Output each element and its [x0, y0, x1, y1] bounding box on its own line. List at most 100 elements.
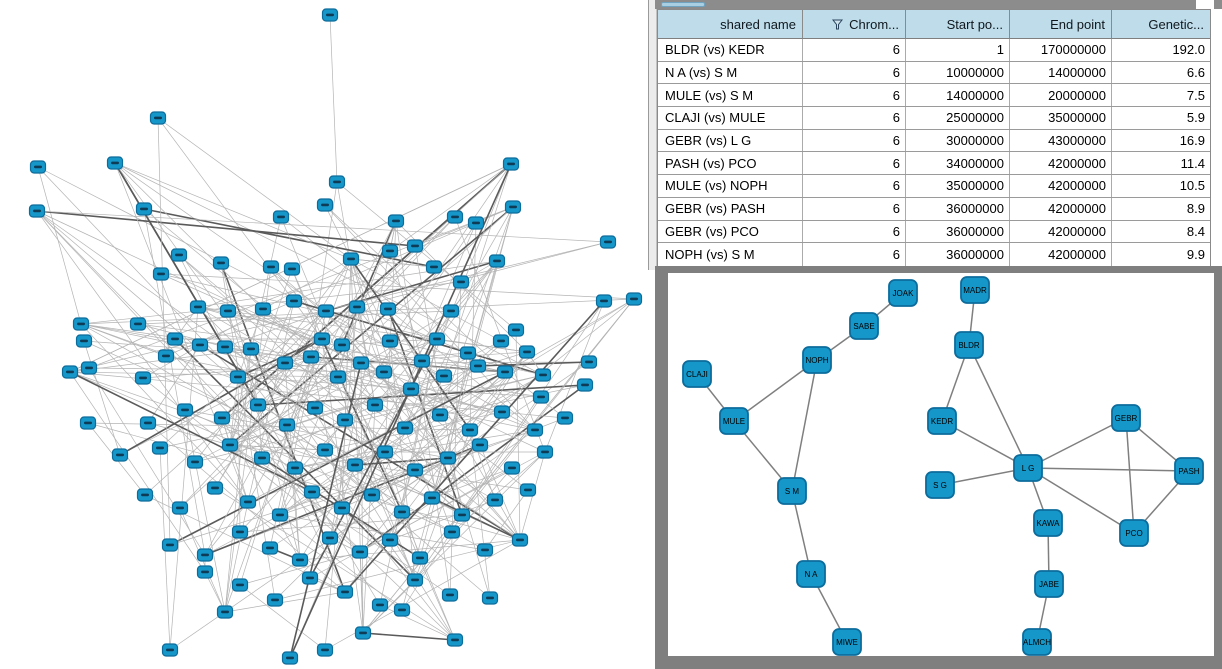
cell-value[interactable]: 36000000 — [906, 197, 1010, 220]
overview-node[interactable] — [79, 416, 97, 430]
overview-node[interactable] — [580, 355, 598, 369]
column-header-0[interactable]: shared name — [658, 10, 803, 39]
cell-shared-name[interactable]: GEBR (vs) PCO — [658, 220, 803, 243]
cell-value[interactable]: 6 — [803, 243, 906, 266]
overview-node[interactable] — [151, 441, 169, 455]
overview-node[interactable] — [486, 493, 504, 507]
overview-node[interactable] — [336, 413, 354, 427]
overview-node[interactable] — [317, 304, 335, 318]
cell-value[interactable]: 43000000 — [1010, 129, 1112, 152]
overview-node[interactable] — [266, 593, 284, 607]
overview-node[interactable] — [518, 345, 536, 359]
detail-node-SG[interactable]: S G — [925, 471, 955, 499]
overview-node[interactable] — [351, 545, 369, 559]
cell-value[interactable]: 35000000 — [906, 175, 1010, 197]
cell-shared-name[interactable]: NOPH (vs) S M — [658, 243, 803, 266]
overview-node[interactable] — [452, 275, 470, 289]
overview-node[interactable] — [402, 382, 420, 396]
table-row[interactable]: MULE (vs) S M 6 14000000 20000000 7.5 — [658, 84, 1210, 108]
overview-node[interactable] — [301, 571, 319, 585]
overview-node[interactable] — [492, 334, 510, 348]
overview-node[interactable] — [376, 445, 394, 459]
overview-node[interactable] — [519, 483, 537, 497]
overview-node[interactable] — [129, 317, 147, 331]
overview-node[interactable] — [363, 488, 381, 502]
overview-node[interactable] — [476, 543, 494, 557]
table-row[interactable]: CLAJI (vs) MULE 6 25000000 35000000 5.9 — [658, 107, 1210, 130]
cell-value[interactable]: 5.9 — [1186, 110, 1205, 126]
detail-node-SABE[interactable]: SABE — [849, 312, 879, 340]
overview-node[interactable] — [321, 531, 339, 545]
overview-node[interactable] — [625, 292, 643, 306]
overview-node[interactable] — [29, 160, 47, 174]
overview-node[interactable] — [242, 342, 260, 356]
overview-node[interactable] — [139, 416, 157, 430]
detail-node-LG[interactable]: L G — [1013, 454, 1043, 482]
overview-node[interactable] — [231, 525, 249, 539]
table-row[interactable]: PASH (vs) PCO 6 34000000 42000000 11.4 — [658, 152, 1210, 176]
overview-node[interactable] — [328, 175, 346, 189]
overview-node[interactable] — [152, 267, 170, 281]
cell-value[interactable]: 6 — [803, 39, 906, 61]
overview-node[interactable] — [493, 405, 511, 419]
detail-node-BLDR[interactable]: BLDR — [954, 331, 984, 359]
table-row[interactable]: MULE (vs) NOPH 6 35000000 42000000 10.5 — [658, 175, 1210, 198]
detail-node-KAWA[interactable]: KAWA — [1033, 509, 1063, 537]
overview-node[interactable] — [186, 455, 204, 469]
column-header-4[interactable]: Genetic... — [1112, 10, 1210, 39]
overview-node[interactable] — [216, 605, 234, 619]
overview-node[interactable] — [157, 349, 175, 363]
cell-shared-name[interactable]: PASH (vs) PCO — [658, 152, 803, 175]
overview-node[interactable] — [381, 533, 399, 547]
table-row[interactable]: NOPH (vs) S M 6 36000000 42000000 9.9 — [658, 243, 1210, 266]
cell-value[interactable]: 6.6 — [1186, 65, 1205, 81]
overview-node[interactable] — [381, 244, 399, 258]
overview-node[interactable] — [321, 8, 339, 22]
overview-node[interactable] — [261, 541, 279, 555]
overview-node[interactable] — [459, 346, 477, 360]
overview-node[interactable] — [526, 423, 544, 437]
overview-node[interactable] — [253, 451, 271, 465]
overview-node[interactable] — [161, 538, 179, 552]
cell-value[interactable]: 1 — [906, 39, 1010, 61]
overview-node[interactable] — [333, 338, 351, 352]
cell-shared-name[interactable]: N A (vs) S M — [658, 61, 803, 84]
cell-value[interactable]: 6 — [803, 129, 906, 152]
cell-value[interactable]: 30000000 — [906, 129, 1010, 152]
overview-node[interactable] — [411, 551, 429, 565]
overview-node[interactable] — [283, 262, 301, 276]
overview-node[interactable] — [191, 338, 209, 352]
overview-node[interactable] — [502, 157, 520, 171]
cell-value[interactable]: 9.9 — [1186, 247, 1205, 263]
detail-node-CLAJI[interactable]: CLAJI — [682, 360, 712, 388]
overview-node[interactable] — [285, 294, 303, 308]
overview-node[interactable] — [504, 200, 522, 214]
cell-value[interactable]: 35000000 — [1010, 107, 1112, 129]
overview-node[interactable] — [213, 411, 231, 425]
overview-node[interactable] — [428, 332, 446, 346]
overview-node[interactable] — [393, 603, 411, 617]
column-header-2[interactable]: Start po... — [906, 10, 1010, 39]
overview-node[interactable] — [189, 300, 207, 314]
overview-node[interactable] — [406, 573, 424, 587]
cell-value[interactable]: 10000000 — [906, 61, 1010, 84]
cell-value[interactable]: 8.9 — [1186, 201, 1205, 217]
overview-node[interactable] — [281, 651, 299, 665]
overview-node[interactable] — [171, 501, 189, 515]
overview-node[interactable] — [75, 334, 93, 348]
cell-value[interactable]: 42000000 — [1010, 197, 1112, 220]
overview-node[interactable] — [196, 548, 214, 562]
overview-node[interactable] — [262, 260, 280, 274]
overview-node[interactable] — [313, 332, 331, 346]
panel-splitter[interactable] — [648, 0, 657, 270]
cell-value[interactable]: 6 — [803, 220, 906, 243]
overview-node[interactable] — [329, 370, 347, 384]
cell-shared-name[interactable]: CLAJI (vs) MULE — [658, 107, 803, 129]
cell-value[interactable]: 170000000 — [1010, 39, 1112, 61]
table-row[interactable]: GEBR (vs) L G 6 30000000 43000000 16.9 — [658, 129, 1210, 153]
cell-shared-name[interactable]: GEBR (vs) L G — [658, 129, 803, 152]
table-row[interactable]: GEBR (vs) PCO 6 36000000 42000000 8.4 — [658, 220, 1210, 244]
cell-value[interactable]: 10.5 — [1179, 178, 1205, 194]
cell-value[interactable]: 6 — [803, 152, 906, 175]
overview-node[interactable] — [303, 485, 321, 499]
